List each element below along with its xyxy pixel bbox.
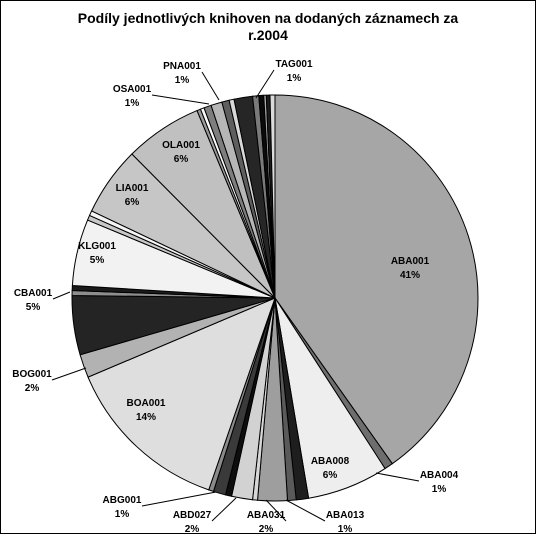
- slice-label-aba013: ABA013 1%: [326, 510, 365, 534]
- leader-line-abd027: [211, 497, 237, 522]
- slice-label-boa001: BOA001 14%: [127, 398, 166, 423]
- slice-label-percent: 2%: [259, 524, 274, 534]
- chart-title-line1: Podíly jednotlivých knihoven na dodaných…: [77, 10, 459, 26]
- slice-label-name: ABD027: [173, 510, 212, 521]
- slice-label-percent: 6%: [174, 154, 189, 165]
- slice-label-ola001: OLA001 6%: [162, 140, 200, 165]
- slice-label-name: BOG001: [12, 369, 52, 380]
- slice-label-percent: 14%: [136, 412, 156, 423]
- slice-label-name: ABG001: [103, 495, 142, 506]
- slice-label-aba001: ABA001 41%: [391, 256, 430, 281]
- slice-label-percent: 6%: [323, 470, 338, 481]
- slice-label-tag001: TAG001 1%: [275, 59, 312, 84]
- leader-line-pna001: [201, 71, 220, 101]
- pie-slice-boa001: [87, 297, 276, 491]
- slice-label-name: ABA001: [391, 256, 430, 267]
- pie-slice-aba001: [274, 94, 479, 465]
- leader-line-aba004: [375, 472, 420, 482]
- chart-title: Podíly jednotlivých knihoven na dodaných…: [0, 10, 536, 44]
- slice-label-lia001: LIA001 6%: [116, 183, 149, 208]
- slice-label-name: LIA001: [116, 183, 149, 194]
- slice-label-percent: 5%: [26, 302, 41, 313]
- slice-label-percent: 2%: [185, 524, 200, 534]
- slice-label-name: ABA013: [326, 510, 365, 521]
- slice-label-name: TAG001: [275, 59, 312, 70]
- slice-label-percent: 1%: [175, 75, 190, 86]
- pie-slices: [71, 94, 479, 502]
- slice-label-aba008: ABA008 6%: [311, 456, 350, 481]
- slice-label-klg001: KLG001 5%: [78, 241, 116, 266]
- slice-label-name: KLG001: [78, 241, 116, 252]
- leader-line-osa001: [151, 94, 210, 105]
- slice-label-name: CBA001: [14, 288, 53, 299]
- leader-line-abg001: [141, 491, 217, 507]
- slice-label-percent: 1%: [115, 509, 130, 520]
- slice-label-name: ABA004: [420, 470, 459, 481]
- slice-label-percent: 1%: [287, 73, 302, 84]
- slice-label-abg001: ABG001 1%: [103, 495, 142, 520]
- slice-label-percent: 1%: [338, 524, 353, 534]
- slice-label-name: OLA001: [162, 140, 200, 151]
- slice-label-percent: 1%: [432, 484, 447, 495]
- slice-labels: ABA001 41% ABA004 1% ABA008 6% ABA013 1% ABA031 2…: [12, 59, 458, 534]
- slice-label-aba031: ABA031 2%: [247, 510, 286, 534]
- slice-label-aba004: ABA004 1%: [420, 470, 459, 495]
- slice-label-name: PNA001: [163, 61, 201, 72]
- leader-line-aba013: [285, 499, 326, 522]
- slice-label-name: BOA001: [127, 398, 166, 409]
- slice-label-percent: 1%: [125, 98, 140, 109]
- leader-line-tag001: [255, 69, 275, 99]
- slice-label-bog001: BOG001 2%: [12, 369, 52, 394]
- slice-label-name: ABA031: [247, 510, 286, 521]
- slice-label-abd027: ABD027 2%: [173, 510, 212, 534]
- slice-label-percent: 5%: [90, 255, 105, 266]
- leader-line-bog001: [51, 367, 87, 381]
- leader-line-cba001: [52, 291, 71, 300]
- chart-title-line2: r.2004: [248, 27, 288, 43]
- slice-label-osa001: OSA001 1%: [113, 84, 152, 109]
- slice-label-percent: 2%: [25, 383, 40, 394]
- slice-label-percent: 41%: [400, 270, 420, 281]
- slice-label-percent: 6%: [125, 197, 140, 208]
- slice-label-cba001: CBA001 5%: [14, 288, 53, 313]
- leader-lines: [51, 69, 420, 522]
- pie-slice: [269, 94, 276, 299]
- leader-line-aba031: [265, 499, 287, 522]
- slice-label-pna001: PNA001 1%: [163, 61, 201, 86]
- slice-label-name: ABA008: [311, 456, 350, 467]
- slice-label-name: OSA001: [113, 84, 152, 95]
